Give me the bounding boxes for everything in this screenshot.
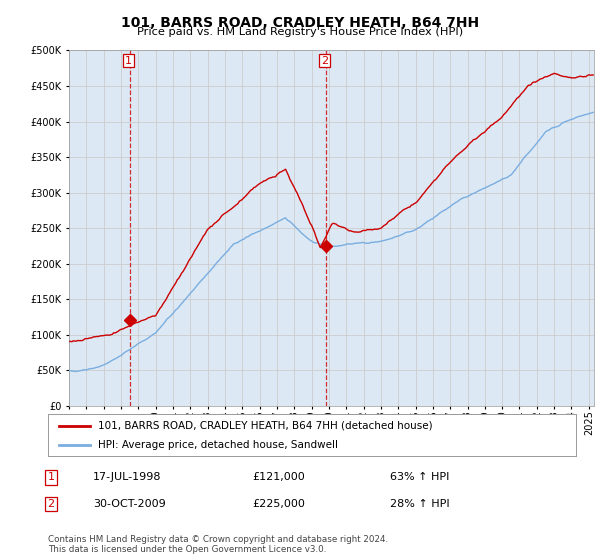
- Text: 1: 1: [47, 472, 55, 482]
- Text: £121,000: £121,000: [252, 472, 305, 482]
- Text: 101, BARRS ROAD, CRADLEY HEATH, B64 7HH (detached house): 101, BARRS ROAD, CRADLEY HEATH, B64 7HH …: [98, 421, 433, 431]
- Text: 2: 2: [47, 499, 55, 509]
- Text: 1: 1: [125, 56, 132, 66]
- Text: 2: 2: [321, 56, 328, 66]
- Text: 30-OCT-2009: 30-OCT-2009: [93, 499, 166, 509]
- Text: £225,000: £225,000: [252, 499, 305, 509]
- Text: HPI: Average price, detached house, Sandwell: HPI: Average price, detached house, Sand…: [98, 440, 338, 450]
- Text: Contains HM Land Registry data © Crown copyright and database right 2024.
This d: Contains HM Land Registry data © Crown c…: [48, 535, 388, 554]
- Text: 17-JUL-1998: 17-JUL-1998: [93, 472, 161, 482]
- Text: 101, BARRS ROAD, CRADLEY HEATH, B64 7HH: 101, BARRS ROAD, CRADLEY HEATH, B64 7HH: [121, 16, 479, 30]
- Text: Price paid vs. HM Land Registry's House Price Index (HPI): Price paid vs. HM Land Registry's House …: [137, 27, 463, 37]
- Text: 28% ↑ HPI: 28% ↑ HPI: [390, 499, 449, 509]
- Text: 63% ↑ HPI: 63% ↑ HPI: [390, 472, 449, 482]
